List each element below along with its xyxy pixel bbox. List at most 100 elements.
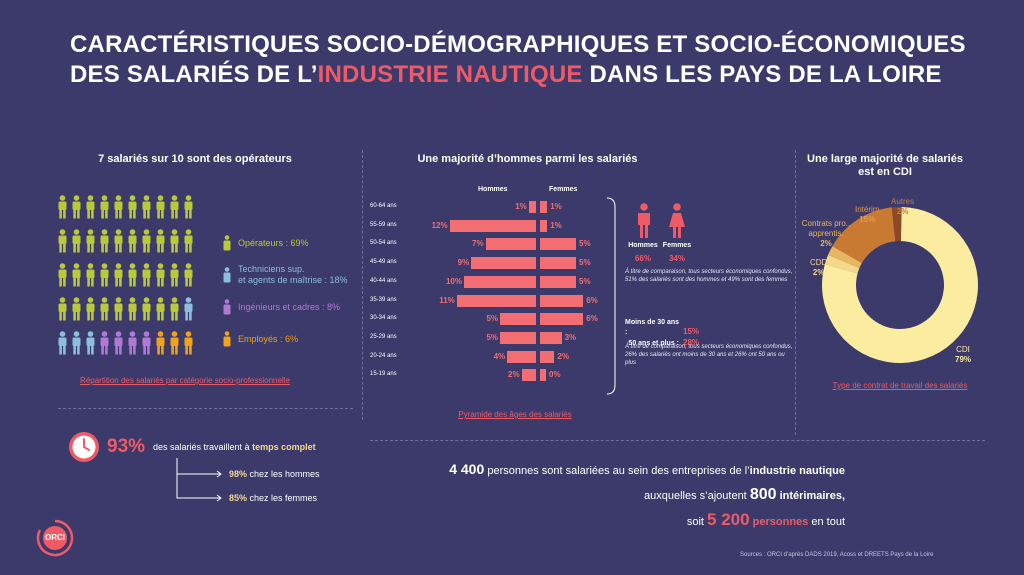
categories-title: 7 salariés sur 10 sont des opérateurs [98, 153, 292, 165]
person-icon [184, 331, 193, 355]
person-icon [128, 297, 137, 321]
legend-ingenieurs: Ingénieurs et cadres : 8% [222, 299, 348, 315]
age-label: 40-44 ans [370, 277, 397, 284]
women-value-label: 1% [550, 220, 562, 230]
bar-women [540, 219, 548, 232]
person-icon [58, 195, 67, 219]
donut-slice-int-rim [832, 207, 896, 264]
title-line-1: CARACTÉRISTIQUES SOCIO-DÉMOGRAPHIQUES ET… [70, 31, 966, 58]
sources-note: Sources : ORCI d’après DADS 2019, Acoss … [740, 552, 934, 558]
women-value-label: 6% [586, 314, 598, 324]
totals-line-2: auxquelles s’ajoutent 800 intérimaires, [644, 486, 845, 503]
pyramid-row: 20-24 ans 4% 2% [370, 349, 650, 364]
person-icon [114, 229, 123, 253]
legend-label-operateurs: Opérateurs : 69% [238, 237, 309, 248]
person-icon [184, 263, 193, 287]
bar-women [540, 201, 548, 213]
women-value-label: 0% [549, 370, 561, 380]
pyramid-row: 50-54 ans 7% 5% [370, 236, 650, 251]
bar-men [471, 257, 536, 270]
title-line-2: DES SALARIÉS DE L’INDUSTRIE NAUTIQUE DAN… [70, 60, 970, 90]
age-label: 50-54 ans [370, 240, 397, 247]
people-row [57, 263, 194, 287]
orci-logo [36, 519, 74, 557]
label-autres: Autres 2% [891, 197, 915, 216]
page-title: CARACTÉRISTIQUES SOCIO-DÉMOGRAPHIQUES ET… [70, 30, 970, 90]
men-pct: 66% [634, 254, 651, 263]
bar-women [540, 369, 546, 382]
fulltime-pct: 93% [107, 436, 146, 457]
person-icon [128, 229, 137, 253]
bar-men [500, 313, 536, 326]
person-icon [142, 263, 151, 287]
person-icon [128, 331, 137, 355]
person-icon [184, 195, 193, 219]
people-row [57, 331, 194, 355]
bar-women [540, 275, 576, 288]
legend-operateurs: Opérateurs : 69% [222, 235, 348, 251]
totals-block: 4 400 personnes sont salariées au sein d… [395, 458, 845, 534]
bar-women [540, 238, 576, 251]
person-icon [184, 297, 193, 321]
pyramid-men-header: Hommes [478, 186, 508, 193]
over50-value: 28% [683, 338, 700, 347]
men-value-label: 10% [445, 276, 462, 286]
pyramid-row: 60-64 ans 1% 1% [370, 199, 650, 214]
bar-women [540, 350, 555, 363]
legend-employes: Employés : 6% [222, 331, 348, 347]
over50-label: 50 ans et plus : [628, 340, 679, 347]
age-stats: Moins de 30 ans :15% 50 ans et plus : 28% [625, 318, 699, 349]
legend-techniciens: Techniciens sup. et agents de maîtrise : … [222, 264, 348, 285]
bar-women [540, 257, 576, 270]
contracts-title: Une large majorité de salariés est en CDI [807, 153, 963, 178]
person-icon [223, 299, 231, 315]
person-icon [156, 331, 165, 355]
gender-comparison-note: À titre de comparaison, tous secteurs éc… [625, 269, 793, 283]
person-icon [114, 195, 123, 219]
person-icon [142, 229, 151, 253]
pyramid-row: 55-59 ans 12% 1% [370, 218, 650, 233]
person-icon [72, 263, 81, 287]
person-icon [170, 297, 179, 321]
donut-slice-autres [891, 207, 902, 242]
person-icon [86, 229, 95, 253]
person-icon [86, 297, 95, 321]
person-icon [170, 331, 179, 355]
men-label: Hommes [628, 242, 658, 249]
fulltime-men: 98% chez les hommes [229, 469, 320, 479]
fulltime-women: 85% chez les femmes [229, 493, 318, 503]
totals-line-1: 4 400 personnes sont salariées au sein d… [449, 461, 845, 477]
bar-men [500, 331, 536, 344]
person-icon [72, 195, 81, 219]
age-pyramid-chart: 60-64 ans 1% 1% 55-59 ans 12% 1% 50-54 ans 7% 5%… [370, 199, 610, 389]
bar-men [449, 219, 536, 232]
female-icon [669, 203, 685, 238]
divider-left-bottom [58, 408, 353, 409]
person-icon [58, 263, 67, 287]
pyramid-title: Une majorité d’hommes parmi les salariés [417, 153, 638, 165]
person-icon [170, 229, 179, 253]
divider-bottom [370, 440, 985, 441]
men-value-label: 5% [486, 314, 498, 324]
bar-men [528, 201, 536, 213]
categories-caption: Répartition des salariés par catégorie s… [80, 376, 290, 385]
men-value-label: 12% [431, 220, 448, 230]
men-value-label: 7% [472, 239, 484, 249]
person-icon [100, 297, 109, 321]
pyramid-row: 25-29 ans 5% 3% [370, 330, 650, 345]
person-icon [58, 297, 67, 321]
orci-logo-text: ORCI [45, 533, 65, 542]
women-value-label: 3% [564, 332, 577, 342]
women-pct: 34% [668, 254, 685, 263]
pyramid-row: 40-44 ans 10% 5% [370, 274, 650, 289]
label-cdd: CDD 2% [810, 258, 828, 277]
women-label: Femmes [662, 242, 692, 249]
pyramid-row: 30-34 ans 5% 6% [370, 311, 650, 326]
fulltime-branch [176, 458, 222, 502]
age-label: 35-39 ans [370, 296, 397, 303]
person-icon [142, 297, 151, 321]
bar-women [540, 331, 562, 344]
age-label: 30-34 ans [370, 315, 397, 322]
categories-legend: Opérateurs : 69% Techniciens sup. et agen… [222, 235, 348, 347]
person-icon [114, 331, 123, 355]
